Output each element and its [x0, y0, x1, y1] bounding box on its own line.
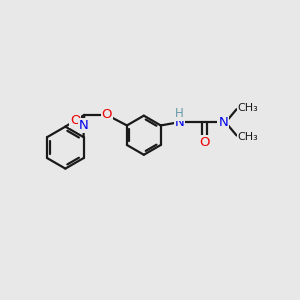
- Text: N: N: [79, 119, 89, 132]
- Text: O: O: [199, 136, 210, 148]
- Text: H: H: [175, 107, 184, 121]
- Text: O: O: [102, 108, 112, 122]
- Text: CH₃: CH₃: [238, 132, 258, 142]
- Text: CH₃: CH₃: [238, 103, 258, 113]
- Text: N: N: [175, 116, 184, 129]
- Text: O: O: [70, 114, 80, 127]
- Text: N: N: [218, 116, 228, 129]
